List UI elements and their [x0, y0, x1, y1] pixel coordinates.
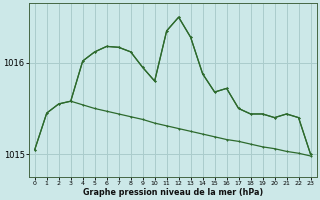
X-axis label: Graphe pression niveau de la mer (hPa): Graphe pression niveau de la mer (hPa) — [83, 188, 263, 197]
